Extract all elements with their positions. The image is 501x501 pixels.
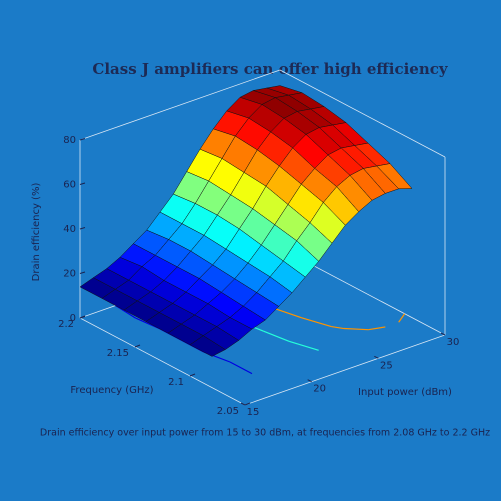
x-tick [307,379,312,383]
x-tick-label: 20 [313,384,326,395]
z-tick-label: 60 [63,180,76,191]
contour [273,307,302,319]
contour [343,327,369,331]
contour [398,313,406,323]
axis-line [244,334,446,406]
y-tick-label: 2.15 [107,348,129,359]
contour [135,317,160,330]
contour [368,326,386,331]
y-tick-label: 2.1 [168,377,184,388]
z-tick-label: 0 [70,313,76,324]
x-tick-label: 15 [247,407,260,418]
y-tick [189,373,196,377]
z-tick [79,182,86,185]
x-axis-label: Input power (dBm) [358,387,452,398]
contour [288,340,319,351]
z-tick [79,227,86,230]
y-tick [244,402,251,406]
z-tick [79,271,86,274]
z-tick [79,138,86,141]
z-tick-label: 40 [63,224,76,235]
x-tick-label: 25 [380,360,393,371]
z-tick-label: 80 [63,135,76,146]
y-axis-label: Frequency (GHz) [70,385,153,396]
surface-patch [189,335,226,357]
contour [229,361,253,375]
z-axis-label: Drain efficiency (%) [31,183,42,282]
contour [263,330,290,342]
y-tick [134,344,141,348]
axis-line [79,317,246,406]
x-tick [240,402,246,406]
x-tick [374,355,379,359]
y-tick [79,315,86,319]
box-edge [279,69,446,158]
y-tick-label: 2.2 [58,319,74,330]
contour [301,317,332,328]
z-tick-label: 20 [63,269,76,280]
x-tick [440,332,446,336]
x-tick-label: 30 [447,337,460,348]
box-edge [79,69,281,141]
chart-title: Class J amplifiers can offer high effici… [92,60,448,78]
contour [331,325,345,330]
y-tick-label: 2.05 [217,406,239,417]
caption: Drain efficiency over input power from 1… [40,428,490,439]
